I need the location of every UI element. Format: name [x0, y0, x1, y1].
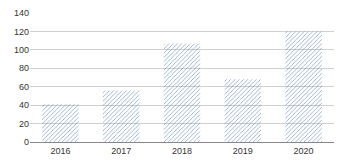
svg-text:2020: 2020	[294, 146, 314, 156]
svg-text:20: 20	[19, 119, 29, 129]
svg-text:60: 60	[19, 82, 29, 92]
svg-text:2017: 2017	[111, 146, 131, 156]
svg-text:120: 120	[14, 27, 29, 37]
svg-text:2016: 2016	[50, 146, 70, 156]
svg-text:2019: 2019	[233, 146, 253, 156]
svg-text:100: 100	[14, 45, 29, 55]
svg-text:40: 40	[19, 100, 29, 110]
svg-text:0: 0	[24, 137, 29, 147]
svg-text:2018: 2018	[172, 146, 192, 156]
svg-text:140: 140	[14, 8, 29, 18]
svg-text:80: 80	[19, 63, 29, 73]
